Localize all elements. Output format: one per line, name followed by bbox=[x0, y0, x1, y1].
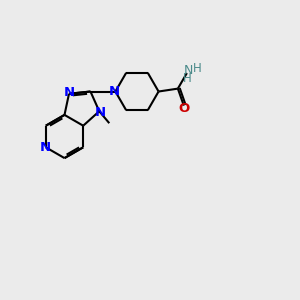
Text: H: H bbox=[192, 62, 201, 75]
Text: O: O bbox=[179, 102, 190, 115]
Text: N: N bbox=[184, 64, 193, 76]
Text: N: N bbox=[39, 141, 50, 154]
Text: N: N bbox=[108, 85, 119, 98]
Text: H: H bbox=[182, 72, 191, 85]
Text: N: N bbox=[95, 106, 106, 119]
Text: N: N bbox=[63, 86, 75, 99]
